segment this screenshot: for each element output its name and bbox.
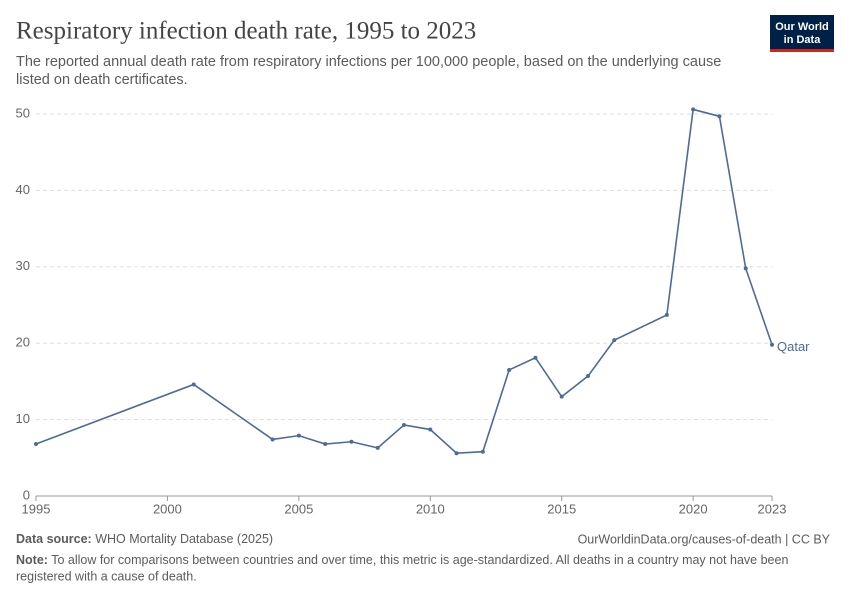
logo-box xyxy=(770,15,834,52)
source: Data source: WHO Mortality Database (202… xyxy=(16,532,273,546)
x-tick-label: 2010 xyxy=(416,501,445,516)
x-tick-label: 1995 xyxy=(22,501,51,516)
x-tick-label: 2000 xyxy=(153,501,182,516)
point xyxy=(402,422,406,427)
x-tick-label: 2023 xyxy=(758,501,787,516)
point xyxy=(323,442,328,447)
point xyxy=(559,394,564,399)
point xyxy=(612,338,617,343)
source-label: Data source: xyxy=(16,532,92,546)
y-tick-label: 40 xyxy=(16,182,30,197)
point xyxy=(349,439,354,444)
point xyxy=(717,114,722,119)
x-tick-label: 2020 xyxy=(679,501,708,516)
subtitle: The reported annual death rate from resp… xyxy=(16,54,721,70)
y-tick-label: 10 xyxy=(16,411,30,426)
y-tick-label: 50 xyxy=(16,105,30,120)
point xyxy=(533,355,538,360)
note-label: Note: xyxy=(16,553,48,567)
point xyxy=(34,442,38,447)
note-text: To allow for comparisons between countri… xyxy=(51,553,788,567)
point xyxy=(191,382,196,387)
point xyxy=(586,374,590,379)
source-text: WHO Mortality Database (2025) xyxy=(95,532,273,546)
subtitle: listed on death certificates. xyxy=(16,72,188,88)
y-tick-label: 20 xyxy=(16,335,30,350)
point xyxy=(664,312,669,317)
point xyxy=(296,433,301,438)
y-tick-label: 30 xyxy=(16,258,30,273)
x-tick-label: 2015 xyxy=(547,501,576,516)
point xyxy=(691,107,696,112)
point xyxy=(270,437,275,442)
point xyxy=(375,445,380,450)
point xyxy=(480,449,485,454)
line xyxy=(35,108,773,455)
series-label: Qatar xyxy=(777,339,810,354)
y-tick-label: 0 xyxy=(23,487,30,502)
note-text: registered with a cause of death. xyxy=(16,569,197,583)
point xyxy=(743,266,748,271)
logo-stripe xyxy=(770,49,834,52)
chart-title: Respiratory infection death rate, 1995 t… xyxy=(16,18,476,45)
x-tick-label: 2005 xyxy=(284,501,313,516)
logo-text: in Data xyxy=(784,34,822,46)
point xyxy=(507,367,512,372)
point xyxy=(454,451,459,456)
logo-text: Our World xyxy=(775,21,829,33)
note: Note: To allow for comparisons between c… xyxy=(16,553,788,567)
point xyxy=(770,342,774,347)
point xyxy=(428,427,433,432)
url: OurWorldinData.org/causes-of-death | CC … xyxy=(578,532,831,546)
